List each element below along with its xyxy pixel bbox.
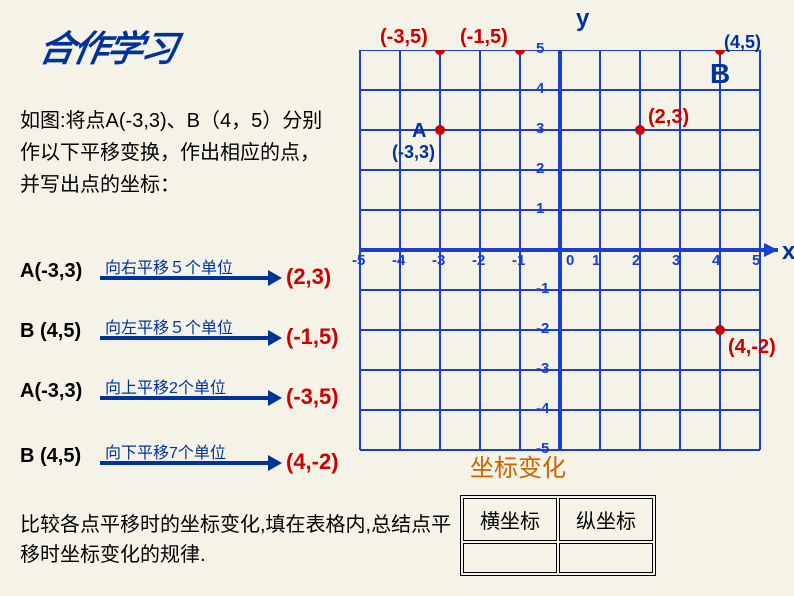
transform-result: (4,-2) [286, 449, 339, 475]
tick-label: -1 [512, 252, 525, 269]
tick-label: -1 [536, 280, 549, 297]
tick-label: 3 [672, 252, 680, 269]
tick-label: A [412, 120, 426, 143]
coord-table: 横坐标 纵坐标 [460, 495, 656, 576]
transform-result: (-1,5) [286, 324, 339, 350]
summary-text: 比较各点平移时的坐标变化,填在表格内,总结点平移时坐标变化的规律. [20, 510, 460, 570]
transform-description: 向左平移５个单位 [105, 314, 233, 338]
transform-source: A(-3,3) [20, 260, 90, 283]
tick-label: -5 [352, 252, 365, 269]
y-axis-label: y [576, 5, 589, 33]
transform-source: B (4,5) [20, 320, 90, 343]
arrow-head-icon [268, 270, 282, 286]
transform-result: (-3,5) [286, 384, 339, 410]
coord-change-label: 坐标变化 [470, 448, 566, 483]
arrow-head-icon [268, 455, 282, 471]
tick-label: 4 [536, 80, 544, 97]
tick-label: B [710, 58, 730, 90]
x-axis-label: x [782, 238, 794, 266]
tick-label: -4 [536, 400, 549, 417]
tick-label: 5 [752, 252, 760, 269]
arrow-line [100, 276, 270, 280]
table-header-x: 横坐标 [463, 498, 557, 541]
tick-label: (-1,5) [460, 26, 508, 49]
tick-label: (-3,3) [392, 142, 435, 163]
tick-label: -2 [472, 252, 485, 269]
tick-label: (4,5) [724, 32, 761, 53]
transform-source: A(-3,3) [20, 380, 90, 403]
arrow-head-icon [268, 390, 282, 406]
tick-label: (4,-2) [728, 336, 776, 359]
coordinate-grid [340, 50, 780, 490]
arrow-head-icon [268, 330, 282, 346]
table-header-y: 纵坐标 [559, 498, 653, 541]
transform-description: 向下平移7个单位 [105, 439, 226, 463]
transform-result: (2,3) [286, 264, 331, 290]
tick-label: -2 [536, 320, 549, 337]
tick-label: (-3,5) [380, 26, 428, 49]
arrow-line [100, 396, 270, 400]
tick-label: 3 [536, 120, 544, 137]
tick-label: 1 [592, 252, 600, 269]
transform-source: B (4,5) [20, 445, 90, 468]
instruction-text: 如图:将点A(-3,3)、B（4，5）分别作以下平移变换，作出相应的点，并写出点… [20, 105, 330, 201]
transform-description: 向右平移５个单位 [105, 254, 233, 278]
tick-label: -3 [432, 252, 445, 269]
tick-label: (2,3) [648, 106, 689, 129]
tick-label: -4 [392, 252, 405, 269]
tick-label: 0 [566, 252, 574, 269]
tick-label: 1 [536, 200, 544, 217]
tick-label: 2 [536, 160, 544, 177]
arrow-line [100, 461, 270, 465]
tick-label: 4 [712, 252, 720, 269]
arrow-line [100, 336, 270, 340]
tick-label: -3 [536, 360, 549, 377]
tick-label: 2 [632, 252, 640, 269]
tick-label: 5 [536, 40, 544, 57]
transform-description: 向上平移2个单位 [105, 374, 226, 398]
page-title: 合作学习 [35, 20, 180, 72]
